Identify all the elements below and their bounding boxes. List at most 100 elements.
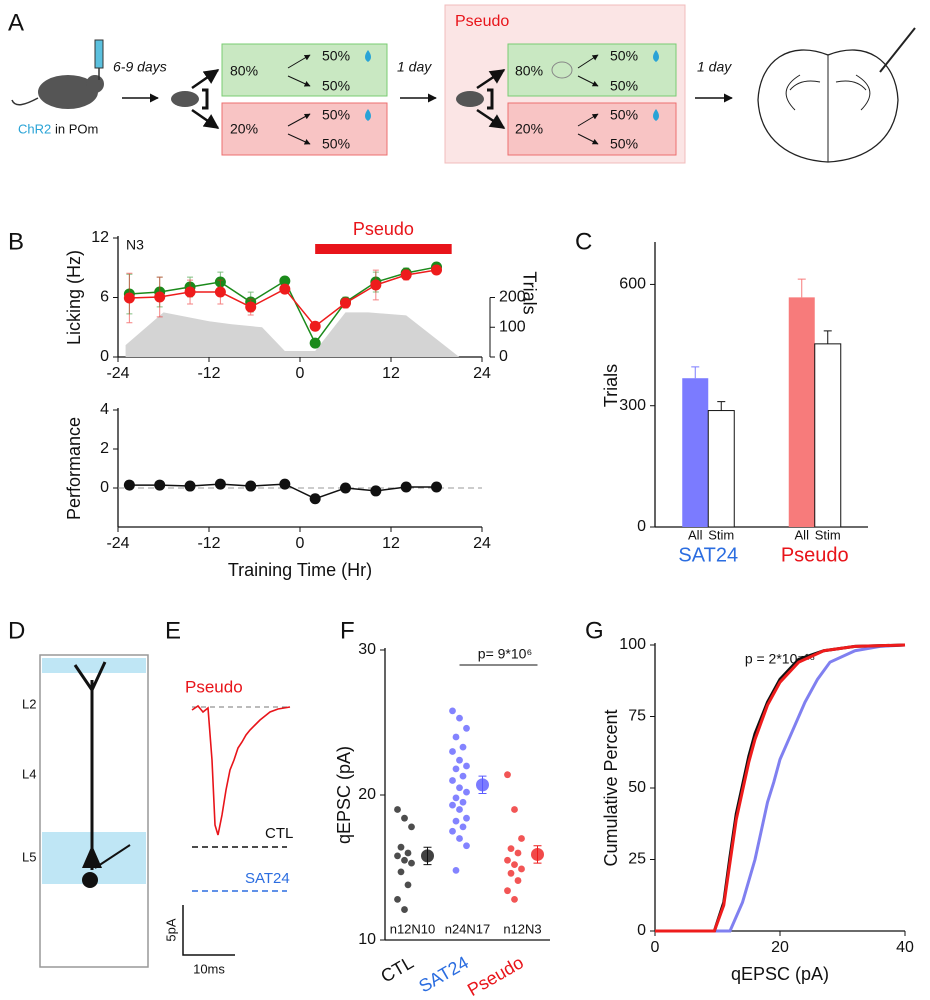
panel-letter: C	[575, 228, 592, 255]
point	[408, 823, 415, 831]
point	[214, 286, 226, 298]
point	[408, 859, 415, 867]
point	[340, 297, 351, 309]
panel-letter: G	[585, 617, 604, 644]
point	[452, 733, 460, 741]
water-drop	[653, 50, 659, 62]
y-tick-label: 25	[628, 851, 646, 868]
category-label: CTL	[377, 952, 416, 986]
mouse	[38, 75, 98, 109]
point	[340, 482, 351, 494]
y-axis-label: Cumulative Percent	[601, 709, 621, 866]
low-box	[507, 102, 677, 156]
panel-letter: D	[8, 617, 25, 644]
scale-bar	[182, 905, 235, 956]
panel-d: L2 L4 L5	[22, 654, 149, 968]
point	[504, 856, 511, 864]
category-label: SAT24	[415, 952, 472, 996]
outcome: 50%	[322, 136, 350, 152]
point	[449, 748, 456, 755]
lickport	[487, 88, 494, 110]
bar	[788, 297, 815, 527]
point	[449, 707, 456, 715]
y-tick-label: 2	[100, 440, 109, 457]
point	[309, 320, 321, 332]
point	[514, 877, 522, 884]
point	[449, 801, 456, 809]
mouse-tail	[11, 97, 39, 106]
point	[504, 887, 511, 895]
x-tick-label: 12	[382, 365, 400, 382]
high-box	[507, 43, 677, 97]
point	[452, 794, 460, 802]
point	[456, 835, 463, 842]
interval: 1 day	[397, 59, 432, 75]
y-tick-label: 0	[100, 479, 109, 496]
point	[449, 777, 456, 784]
point	[449, 827, 456, 835]
point	[463, 724, 470, 732]
point	[123, 292, 135, 304]
layer-label: L4	[22, 766, 36, 781]
point	[518, 865, 525, 873]
highlight-bar	[315, 244, 452, 254]
area	[125, 312, 460, 357]
point	[154, 479, 166, 491]
point	[456, 756, 463, 764]
point	[511, 861, 518, 868]
point	[507, 869, 515, 877]
line	[655, 643, 906, 933]
trace-label: SAT24	[245, 870, 290, 887]
point	[507, 845, 515, 853]
condition-title: Pseudo	[455, 13, 509, 30]
x-tick-label: -12	[197, 535, 220, 552]
y-axis-label: qEPSC (pA)	[334, 746, 354, 844]
soma	[82, 845, 102, 868]
bar-label: All	[688, 527, 703, 542]
point	[459, 743, 467, 751]
category-label: SAT24	[678, 544, 738, 566]
point	[459, 823, 467, 831]
point	[400, 269, 412, 281]
y-tick-label: 50	[628, 779, 646, 796]
brain-icon	[551, 61, 573, 79]
trace-label: CTL	[265, 825, 293, 842]
point	[214, 478, 226, 490]
y-tick-label: 0	[637, 518, 646, 535]
panel-letter: F	[340, 617, 355, 644]
x-tick-label: 40	[896, 939, 914, 956]
slice-frame	[39, 654, 149, 968]
point	[463, 762, 470, 770]
point	[394, 806, 401, 813]
x-tick-label: 24	[473, 365, 491, 382]
y-axis-label: Trials	[601, 364, 621, 407]
point	[452, 867, 460, 874]
point	[514, 849, 522, 857]
layer-label: L2	[22, 696, 36, 711]
point	[456, 806, 463, 813]
x-tick-label: 20	[771, 939, 789, 956]
syringe	[94, 39, 104, 69]
y-tick-label: 20	[358, 786, 376, 803]
high-box	[221, 43, 388, 97]
x-axis-label: Training Time (Hr)	[228, 560, 372, 580]
bar-label: All	[795, 527, 810, 542]
panel-e: Pseudo CTL SAT24 5pA 10ms	[163, 677, 293, 976]
point	[394, 852, 401, 860]
y-tick-label: 75	[628, 708, 646, 725]
x-tick-label: -24	[106, 365, 129, 382]
pipette	[879, 27, 916, 73]
line	[655, 643, 906, 933]
point	[394, 896, 401, 903]
point	[511, 806, 518, 813]
category-label: Pseudo	[464, 952, 527, 1000]
point	[245, 301, 257, 313]
point	[456, 784, 463, 792]
bar	[682, 378, 709, 527]
point	[463, 842, 470, 850]
arrow	[287, 54, 311, 69]
mouse-head	[86, 75, 104, 93]
x-tick-label: 0	[296, 535, 305, 552]
outcome: 50%	[610, 136, 638, 152]
